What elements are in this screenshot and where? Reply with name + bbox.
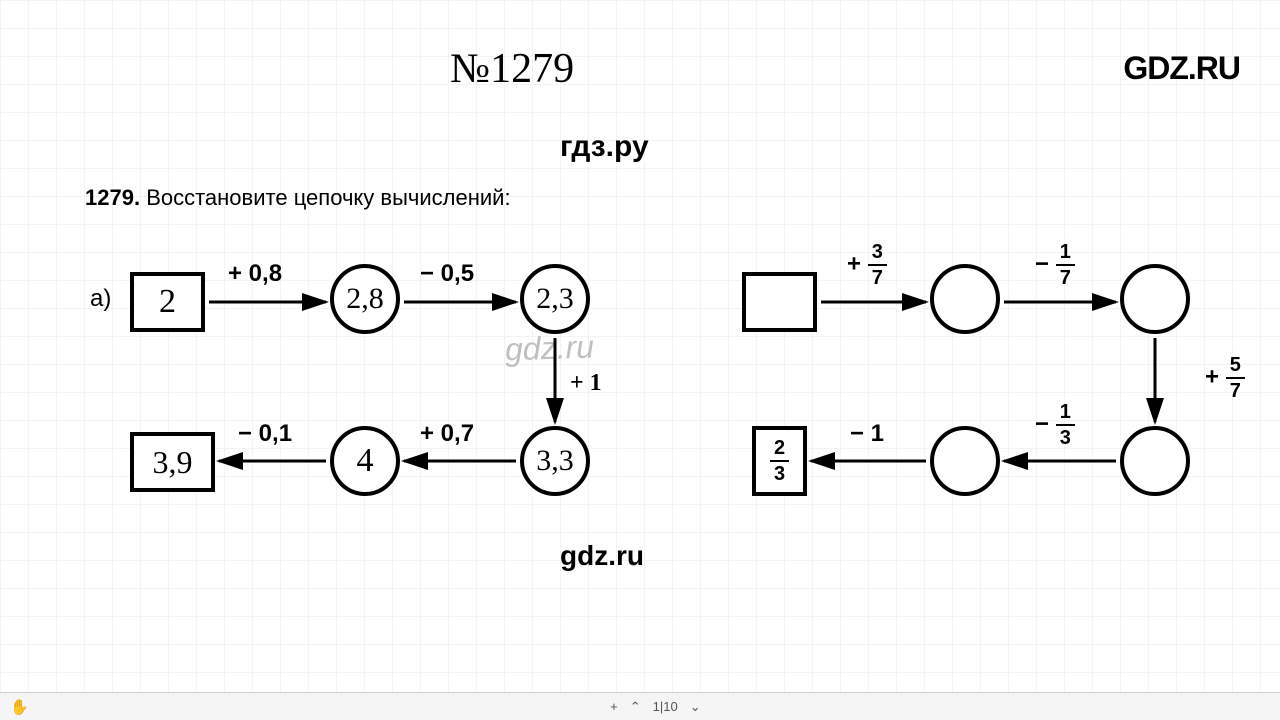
page-indicator: 1|10 (653, 699, 678, 714)
handwritten-problem-number: №1279 (450, 45, 574, 93)
hand-tool-icon[interactable]: ✋ (10, 698, 29, 716)
problem-text: Восстановите цепочку вычислений: (146, 185, 510, 210)
problem-number: 1279. (85, 185, 140, 210)
pdf-toolbar: ✋ + ⌃ 1|10 ⌄ (0, 692, 1280, 720)
logo: GDZ.RU (1123, 50, 1240, 87)
footer-brand: gdz.ru (560, 540, 644, 572)
zoom-in-button[interactable]: + (610, 699, 618, 714)
prev-page-chevron[interactable]: ⌃ (630, 699, 641, 715)
chains: а) gdz.ru 22,82,33,343,9 23 + 0,8− 0,5+ … (0, 230, 1280, 580)
next-page-chevron[interactable]: ⌄ (690, 699, 701, 715)
site-title: гдз.ру (560, 130, 649, 164)
problem-statement: 1279. Восстановите цепочку вычислений: (85, 185, 511, 211)
arrows-layer (0, 230, 1280, 580)
